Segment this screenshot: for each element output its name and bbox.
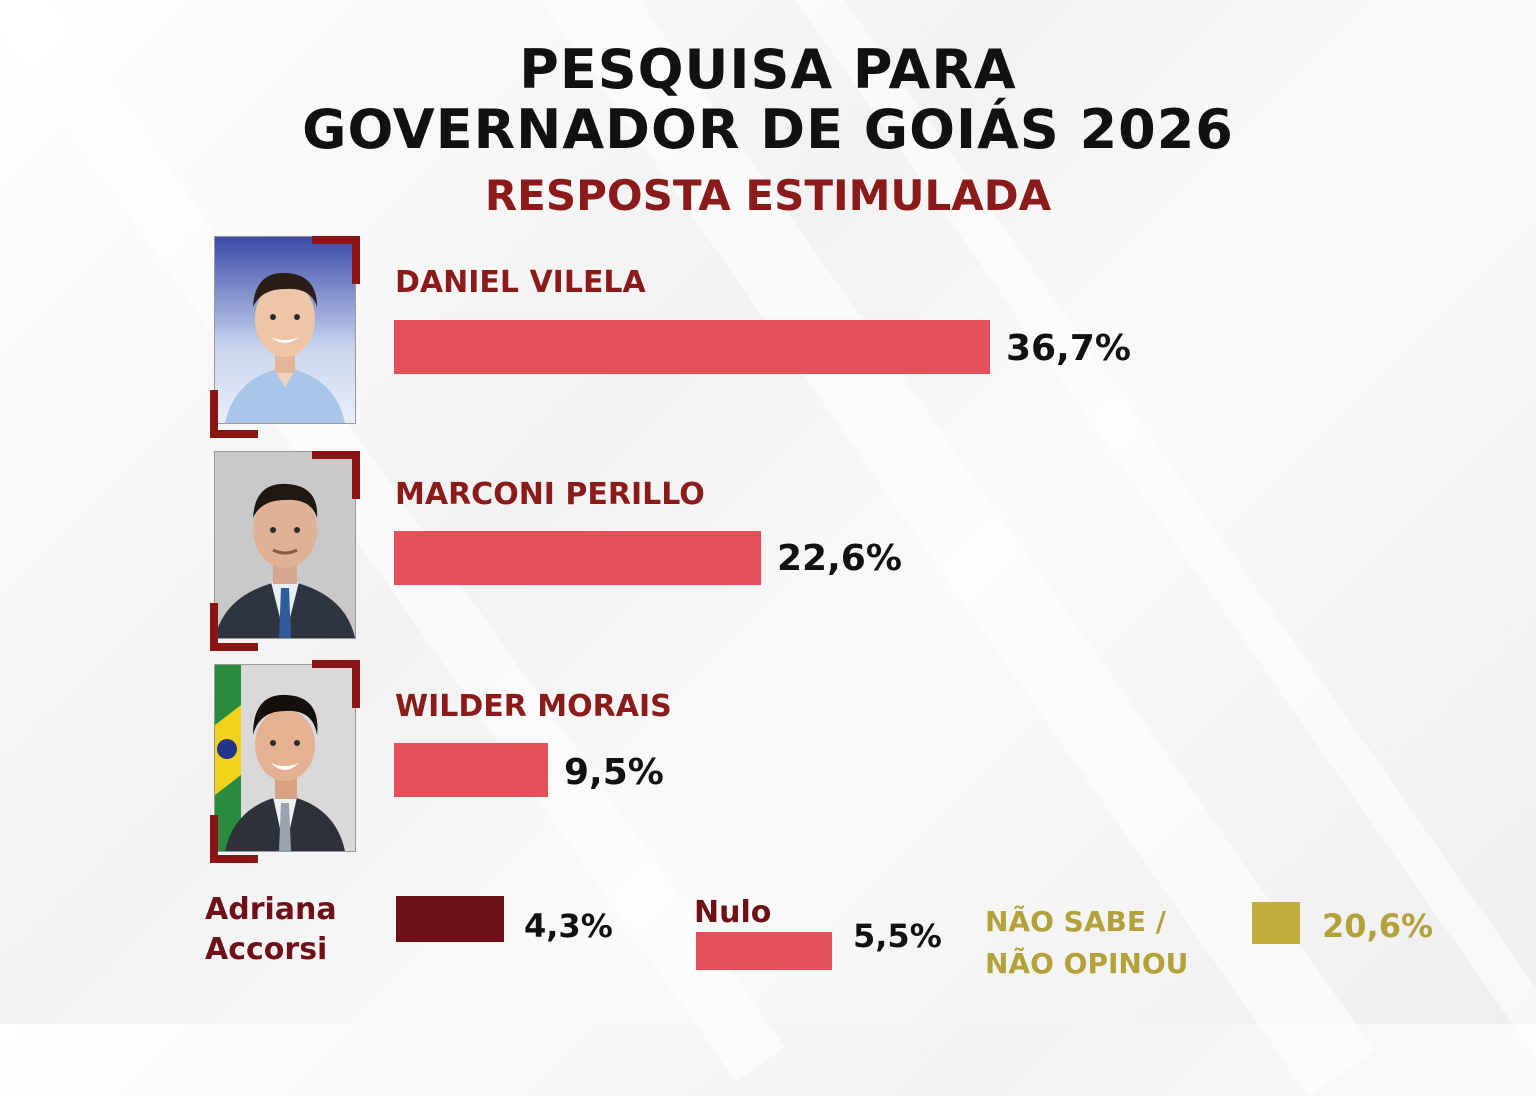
photo-frame-corner <box>210 390 258 438</box>
candidate-photo-wilder-morais <box>214 664 356 852</box>
photo-frame-corner <box>210 815 258 863</box>
candidate-name-wilder-morais: WILDER MORAIS <box>395 689 672 724</box>
legend-label-nao-sabe-line-2: NÃO OPINOU <box>985 947 1189 980</box>
legend-bar-adriana-accorsi <box>396 896 504 942</box>
legend-label-adriana-accorsi-line-2: Accorsi <box>205 932 328 967</box>
legend-label-nulo: Nulo <box>694 895 772 930</box>
bar-wilder-morais <box>394 743 548 797</box>
candidate-name-daniel-vilela: DANIEL VILELA <box>395 265 646 300</box>
candidate-photo-marconi-perillo <box>214 451 356 639</box>
chart-title-line-1: PESQUISA PARA <box>519 38 1017 101</box>
photo-frame-corner <box>312 451 360 499</box>
legend-bar-nulo <box>696 932 832 970</box>
legend-box-nao-sabe <box>1252 902 1300 944</box>
value-label-daniel-vilela: 36,7% <box>1006 328 1131 369</box>
photo-frame-corner <box>312 236 360 284</box>
photo-frame-corner <box>312 660 360 708</box>
legend-label-nao-sabe-line-1: NÃO SABE / <box>985 905 1166 938</box>
legend-value-nao-sabe: 20,6% <box>1322 907 1434 945</box>
legend-label-adriana-accorsi-line-1: Adriana <box>205 892 337 927</box>
legend-value-adriana-accorsi: 4,3% <box>524 907 613 945</box>
bar-marconi-perillo <box>394 531 761 585</box>
chart-subtitle: RESPOSTA ESTIMULADA <box>484 171 1052 220</box>
photo-frame-corner <box>210 603 258 651</box>
bar-daniel-vilela <box>394 320 990 374</box>
candidate-name-marconi-perillo: MARCONI PERILLO <box>395 477 705 512</box>
legend-value-nulo: 5,5% <box>853 917 942 955</box>
chart-title-line-2: GOVERNADOR DE GOIÁS 2026 <box>302 98 1234 161</box>
candidate-photo-daniel-vilela <box>214 236 356 424</box>
value-label-wilder-morais: 9,5% <box>564 752 664 793</box>
value-label-marconi-perillo: 22,6% <box>777 538 902 579</box>
